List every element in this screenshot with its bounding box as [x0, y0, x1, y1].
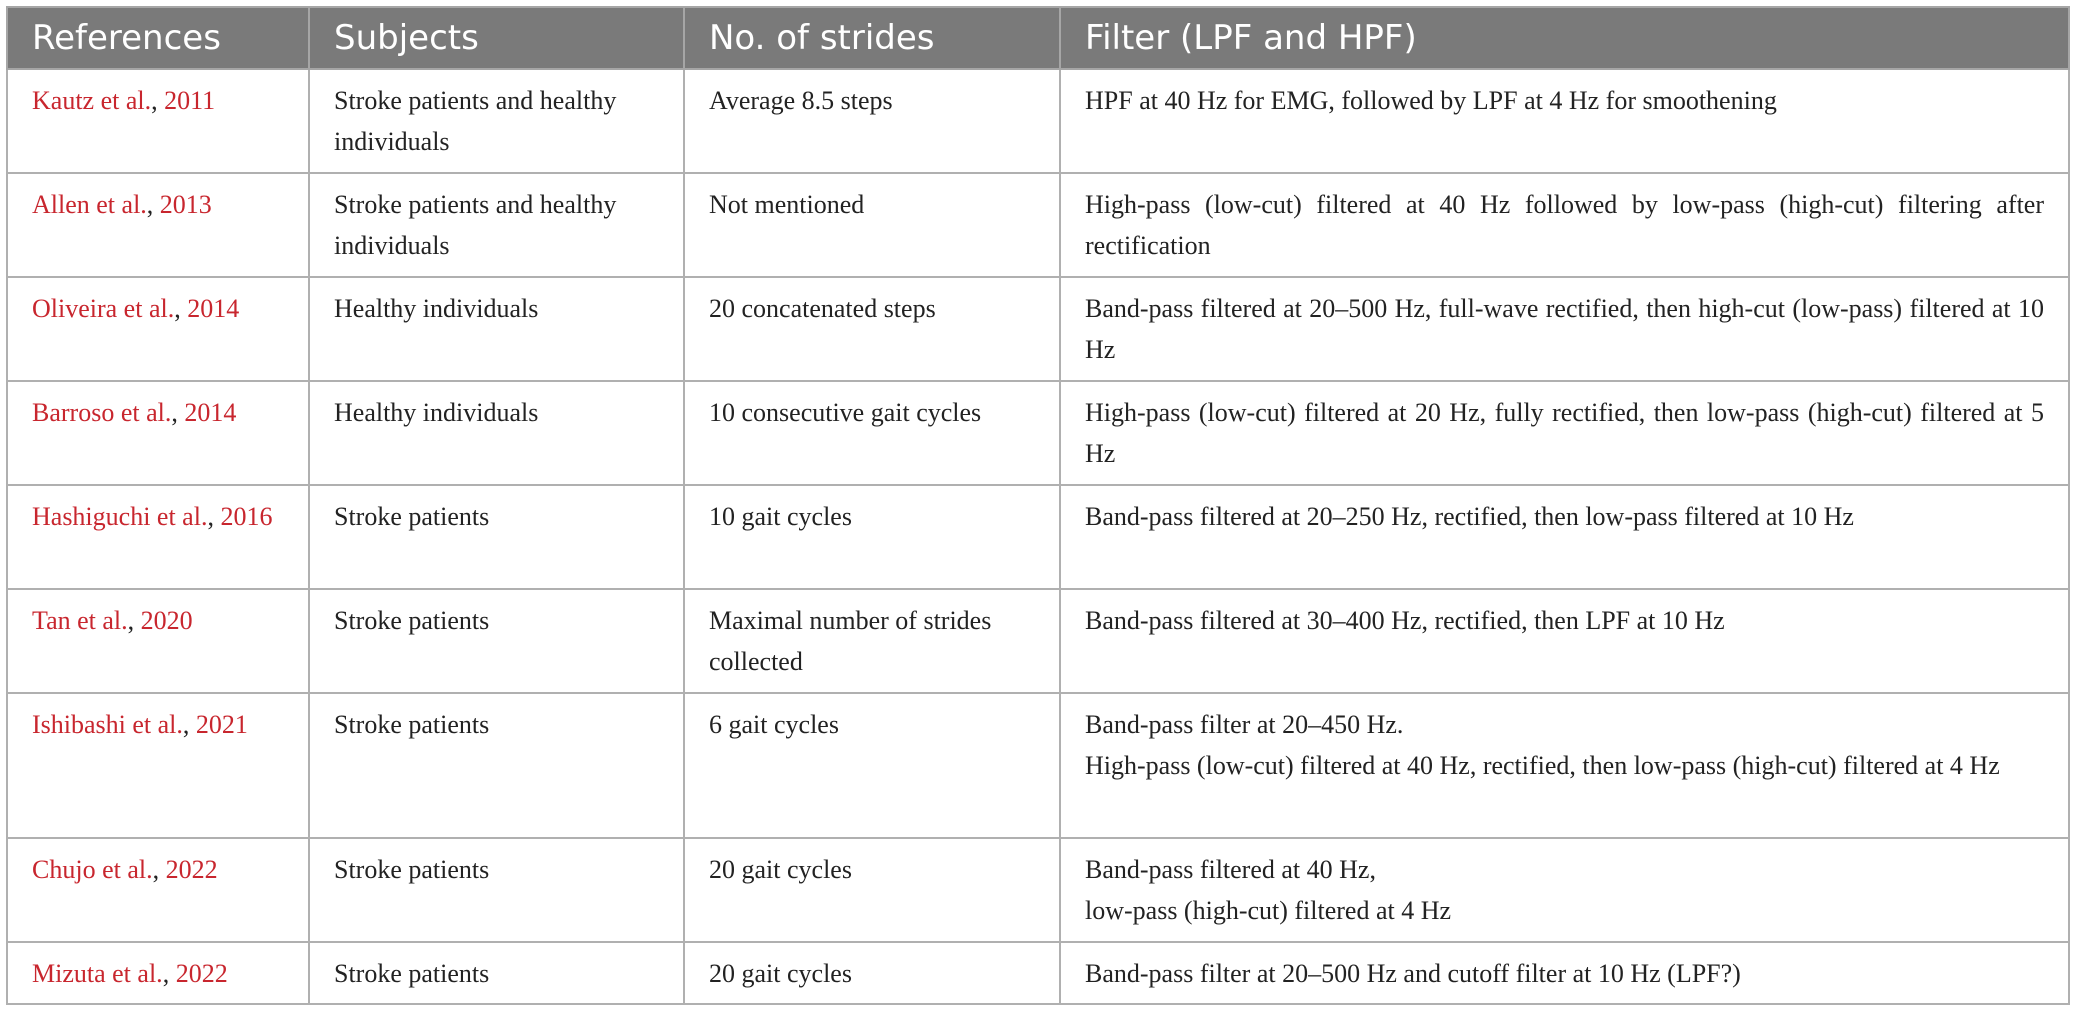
- reference-author-link[interactable]: Kautz et al.: [32, 86, 152, 115]
- header-subjects: Subjects: [308, 6, 685, 70]
- reference-year-link[interactable]: 2022: [165, 855, 218, 884]
- filter-cell: High-pass (low-cut) filtered at 20 Hz, f…: [1059, 380, 2070, 486]
- reference-cell: Hashiguchi et al., 2016: [6, 484, 310, 590]
- reference-separator: ,: [207, 502, 221, 531]
- reference-separator: ,: [182, 710, 196, 739]
- strides-cell: 20 concatenated steps: [683, 276, 1061, 382]
- reference-year-link[interactable]: 2022: [175, 959, 228, 988]
- filter-line: HPF at 40 Hz for EMG, followed by LPF at…: [1085, 86, 1777, 115]
- reference-year-link[interactable]: 2016: [220, 502, 273, 531]
- reference-author-link[interactable]: Hashiguchi et al.: [32, 502, 208, 531]
- filter-cell: High-pass (low-cut) filtered at 40 Hz fo…: [1059, 172, 2070, 278]
- filter-cell: Band-pass filter at 20–500 Hz and cutoff…: [1059, 941, 2070, 1005]
- table-header: References Subjects No. of strides Filte…: [6, 6, 2070, 70]
- filter-line: Band-pass filtered at 30–400 Hz, rectifi…: [1085, 606, 1725, 635]
- reference-year-link[interactable]: 2014: [184, 398, 237, 427]
- strides-cell: 6 gait cycles: [683, 692, 1061, 839]
- reference-cell: Allen et al., 2013: [6, 172, 310, 278]
- reference-year-link[interactable]: 2021: [195, 710, 248, 739]
- reference-cell: Mizuta et al., 2022: [6, 941, 310, 1005]
- table-row: Tan et al., 2020 Stroke patients Maximal n…: [6, 588, 2070, 694]
- reference-year-link[interactable]: 2020: [140, 606, 193, 635]
- subjects-cell: Stroke patients: [308, 484, 685, 590]
- reference-author-link[interactable]: Chujo et al.: [32, 855, 153, 884]
- subjects-cell: Stroke patients: [308, 692, 685, 839]
- strides-cell: Maximal number of strides collected: [683, 588, 1061, 694]
- subjects-cell: Stroke patients and healthy individuals: [308, 172, 685, 278]
- table-row: Oliveira et al., 2014 Healthy individuals…: [6, 276, 2070, 382]
- filter-cell: Band-pass filtered at 20–250 Hz, rectifi…: [1059, 484, 2070, 590]
- filter-cell: HPF at 40 Hz for EMG, followed by LPF at…: [1059, 68, 2070, 174]
- filter-line: High-pass (low-cut) filtered at 20 Hz, f…: [1085, 398, 2044, 468]
- reference-cell: Chujo et al., 2022: [6, 837, 310, 943]
- filter-cell: Band-pass filtered at 40 Hz, low-pass (hi…: [1059, 837, 2070, 943]
- subjects-cell: Stroke patients and healthy individuals: [308, 68, 685, 174]
- reference-author-link[interactable]: Allen et al.: [32, 190, 147, 219]
- reference-year-link[interactable]: 2014: [187, 294, 240, 323]
- table-row: Barroso et al., 2014 Healthy individuals 1…: [6, 380, 2070, 486]
- reference-cell: Tan et al., 2020: [6, 588, 310, 694]
- reference-author-link[interactable]: Oliveira et al.: [32, 294, 175, 323]
- filter-line: Band-pass filtered at 40 Hz,: [1085, 855, 1376, 884]
- table-row: Hashiguchi et al., 2016 Stroke patients 10…: [6, 484, 2070, 590]
- subjects-cell: Healthy individuals: [308, 276, 685, 382]
- table-row: Kautz et al., 2011 Stroke patients and he…: [6, 68, 2070, 174]
- reference-separator: ,: [152, 855, 166, 884]
- filter-line: Band-pass filter at 20–450 Hz.: [1085, 710, 1404, 739]
- reference-author-link[interactable]: Mizuta et al.: [32, 959, 163, 988]
- filter-line: High-pass (low-cut) filtered at 40 Hz fo…: [1085, 190, 2044, 260]
- subjects-cell: Stroke patients: [308, 941, 685, 1005]
- strides-cell: Average 8.5 steps: [683, 68, 1061, 174]
- subjects-cell: Stroke patients: [308, 837, 685, 943]
- reference-cell: Kautz et al., 2011: [6, 68, 310, 174]
- strides-cell: 10 gait cycles: [683, 484, 1061, 590]
- table-row: Chujo et al., 2022 Stroke patients 20 gait…: [6, 837, 2070, 943]
- filter-cell: Band-pass filter at 20–450 Hz. High-pass …: [1059, 692, 2070, 839]
- header-row: References Subjects No. of strides Filte…: [6, 6, 2070, 70]
- reference-separator: ,: [146, 190, 160, 219]
- reference-author-link[interactable]: Ishibashi et al.: [32, 710, 183, 739]
- subjects-cell: Stroke patients: [308, 588, 685, 694]
- strides-cell: 10 consecutive gait cycles: [683, 380, 1061, 486]
- table-row: Ishibashi et al., 2021 Stroke patients 6 g…: [6, 692, 2070, 839]
- strides-cell: Not mentioned: [683, 172, 1061, 278]
- reference-year-link[interactable]: 2013: [159, 190, 212, 219]
- table-row: Allen et al., 2013 Stroke patients and he…: [6, 172, 2070, 278]
- filter-cell: Band-pass filtered at 20–500 Hz, full-wa…: [1059, 276, 2070, 382]
- subjects-cell: Healthy individuals: [308, 380, 685, 486]
- header-references: References: [6, 6, 310, 70]
- filter-line: low-pass (high-cut) filtered at 4 Hz: [1085, 896, 1452, 925]
- reference-separator: ,: [151, 86, 165, 115]
- header-filter: Filter (LPF and HPF): [1059, 6, 2070, 70]
- reference-cell: Ishibashi et al., 2021: [6, 692, 310, 839]
- reference-cell: Oliveira et al., 2014: [6, 276, 310, 382]
- header-strides: No. of strides: [683, 6, 1061, 70]
- filter-cell: Band-pass filtered at 30–400 Hz, rectifi…: [1059, 588, 2070, 694]
- reference-separator: ,: [171, 398, 185, 427]
- reference-separator: ,: [127, 606, 141, 635]
- filter-line: Band-pass filtered at 20–250 Hz, rectifi…: [1085, 502, 1854, 531]
- table-body: Kautz et al., 2011 Stroke patients and he…: [6, 68, 2070, 1005]
- reference-separator: ,: [162, 959, 176, 988]
- references-table: References Subjects No. of strides Filte…: [6, 6, 2070, 1005]
- table-row: Mizuta et al., 2022 Stroke patients 20 gai…: [6, 941, 2070, 1005]
- reference-author-link[interactable]: Barroso et al.: [32, 398, 172, 427]
- reference-author-link[interactable]: Tan et al.: [32, 606, 128, 635]
- reference-separator: ,: [174, 294, 188, 323]
- reference-cell: Barroso et al., 2014: [6, 380, 310, 486]
- filter-line: High-pass (low-cut) filtered at 40 Hz, r…: [1085, 751, 2000, 780]
- strides-cell: 20 gait cycles: [683, 941, 1061, 1005]
- filter-line: Band-pass filtered at 20–500 Hz, full-wa…: [1085, 294, 2044, 364]
- reference-year-link[interactable]: 2011: [164, 86, 216, 115]
- filter-line: Band-pass filter at 20–500 Hz and cutoff…: [1085, 959, 1741, 988]
- strides-cell: 20 gait cycles: [683, 837, 1061, 943]
